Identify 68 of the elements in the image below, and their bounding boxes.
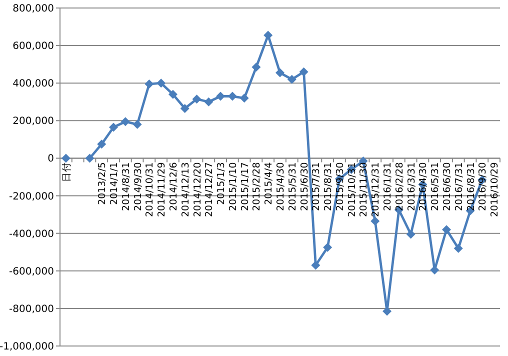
point	[406, 230, 416, 239]
x-tick-label: 2015/8/31	[323, 162, 334, 211]
x-tick-label: 2014/12/20	[192, 162, 204, 217]
x-tick-label: 2015/2/28	[252, 162, 263, 211]
x-tick-label: 2016/8/31	[466, 162, 477, 211]
x-tick-label: 2014/8/31	[120, 162, 132, 211]
point	[370, 216, 380, 226]
x-tick-label: 2016/6/30	[442, 162, 453, 211]
point	[180, 104, 190, 113]
x-tick-label: 2015/1/17	[240, 162, 251, 211]
x-tick-label: 2016/10/29	[490, 162, 501, 217]
x-tick-label: 2015/4/30	[276, 162, 286, 211]
x-tick-label: 2015/4/4	[264, 162, 275, 205]
point	[120, 117, 130, 126]
point	[156, 78, 166, 88]
point	[276, 68, 284, 78]
y-tick-label: 600,000	[12, 41, 54, 52]
x-tick-label: 2013/2/5	[97, 162, 108, 205]
point	[192, 94, 202, 104]
x-tick-label: 2015/1/10	[228, 162, 239, 211]
x-tick-label: 日付	[61, 162, 72, 182]
x-tick-label: 2015/7/31	[311, 162, 322, 211]
x-tick-label: 2014/12/27	[204, 162, 216, 217]
x-tick-label: 2016/1/31	[382, 162, 394, 211]
x-tick-label: 2014/12/6	[168, 162, 180, 211]
x-tick-label: 2014/12/13	[180, 162, 192, 217]
y-tick-label: -800,000	[9, 304, 54, 315]
point	[61, 154, 70, 163]
x-tick-label: 2015/10/31	[346, 162, 358, 217]
point	[144, 80, 154, 89]
x-tick-label: 2015/12/31	[370, 162, 382, 217]
y-tick-label: -600,000	[9, 266, 54, 278]
y-tick-label: 0	[48, 154, 54, 165]
y-tick-label: -400,000	[9, 228, 54, 240]
point	[109, 122, 118, 132]
x-tick-label: 2016/7/31	[454, 162, 465, 211]
point	[287, 74, 296, 84]
y-tick-label: -200,000	[9, 191, 54, 202]
point	[204, 97, 214, 106]
point	[97, 140, 106, 149]
y-tick-label: 200,000	[12, 116, 54, 128]
x-tick-label: 2014/11/29	[156, 162, 168, 217]
x-tick-label: 2015/9/30	[334, 162, 346, 211]
x-tick-label: 2015/11/30	[358, 162, 370, 217]
point	[442, 225, 451, 234]
y-tick-label: 400,000	[12, 78, 54, 90]
x-tick-label: 2015/1/3	[216, 162, 228, 205]
y-tick-label: 800,000	[12, 4, 54, 14]
x-tick-label: 2016/5/31	[430, 162, 442, 211]
x-tick-label: 2016/2/28	[394, 162, 406, 211]
x-tick-label: 2015/6/30	[299, 162, 310, 211]
point	[132, 120, 142, 129]
point	[252, 62, 261, 72]
point	[85, 154, 94, 163]
x-tick-label: 2014/9/30	[132, 162, 144, 211]
x-tick-label: 2015/5/31	[287, 162, 298, 211]
point	[323, 242, 332, 252]
point	[168, 90, 178, 99]
x-tick-label: 2016/9/30	[478, 162, 489, 211]
point	[454, 244, 463, 253]
point	[299, 67, 308, 76]
point	[264, 30, 273, 40]
x-tick-label: 2016/3/31	[406, 162, 418, 211]
x-tick-label: 2014/10/31	[144, 162, 156, 217]
x-tick-label: 2014/1/1	[109, 162, 120, 205]
point	[240, 94, 249, 103]
y-tick-label: -1,000,000	[0, 342, 54, 352]
x-tick-label: 2016/4/30	[418, 162, 430, 211]
